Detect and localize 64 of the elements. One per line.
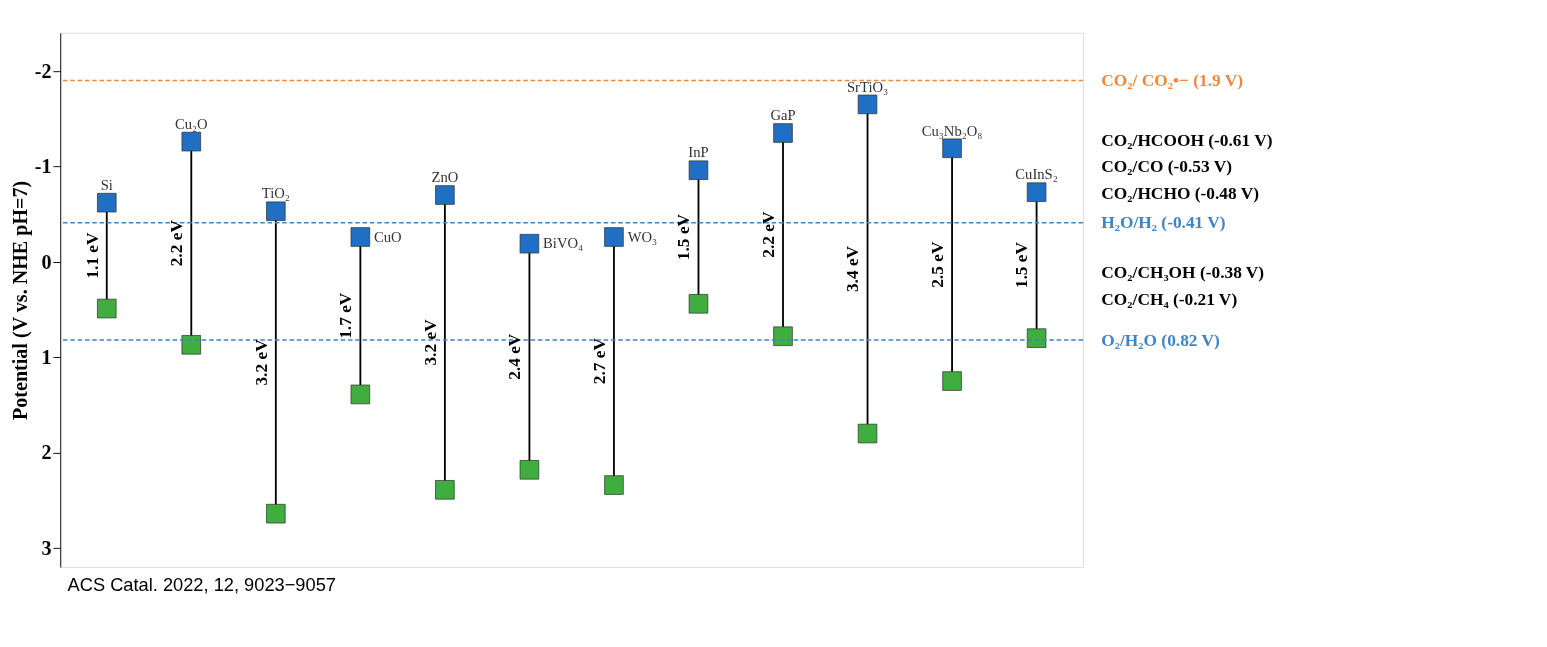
point [435, 185, 455, 205]
x-tick-label: InP [688, 144, 709, 161]
annotation: 2.7 eV [589, 337, 609, 385]
point [773, 123, 793, 143]
point [519, 233, 540, 254]
point [857, 94, 878, 115]
x-tick-label: SrTiO₃ [846, 78, 889, 95]
text: CO₂/CH₄ (-0.21 V) [1101, 290, 1238, 309]
point [604, 227, 624, 247]
point [942, 371, 962, 391]
x-tick-label: ZnO [431, 169, 459, 186]
point [1026, 328, 1047, 348]
annotation: 2.2 eV [167, 219, 187, 267]
y-tick-label: -2 [34, 59, 52, 82]
y-tick-label: 1 [41, 346, 52, 369]
point [604, 475, 624, 495]
point [942, 138, 962, 159]
annotation: 1.1 eV [82, 232, 102, 279]
x-tick-label: CuInS₂ [1015, 166, 1058, 183]
annotation: 1.5 eV [1012, 241, 1032, 289]
y-tick-label: 2 [41, 441, 52, 464]
point [857, 423, 878, 444]
point [773, 326, 793, 346]
x-tick-label: WO₃ [627, 228, 658, 245]
text: CO₂/HCOOH (-0.61 V) [1101, 131, 1273, 151]
annotation: 3.2 eV [420, 318, 440, 366]
ref-line-label: H₂O/H₂ (-0.41 V) [1101, 213, 1226, 233]
point [266, 201, 286, 221]
x-tick-label: Cu₃Nb₂O₈ [921, 122, 983, 139]
point [688, 160, 709, 180]
point [266, 503, 286, 524]
point [519, 460, 540, 480]
annotation: 2.2 eV [758, 211, 778, 258]
point [435, 480, 455, 500]
annotation: 1.7 eV [336, 292, 356, 339]
point [181, 335, 202, 355]
x-tick-label: BiVO₄ [543, 235, 584, 252]
y-axis-title: Potential (V vs. NHE pH=7) [8, 180, 32, 421]
x-tick-label: Si [100, 176, 113, 193]
text: ACS Catal. 2022, 12, 9023−9057 [67, 573, 336, 595]
point [350, 227, 371, 247]
x-tick-label: Cu₂O [174, 115, 208, 132]
x-tick-label: TiO₂ [261, 185, 290, 202]
y-tick-label: 3 [41, 536, 52, 559]
y-tick-label: -1 [34, 155, 52, 178]
point [97, 298, 117, 319]
point [181, 131, 202, 152]
annotation: 1.5 eV [674, 213, 694, 261]
annotation: 2.5 eV [927, 241, 947, 288]
text: CO₂/CO (-0.53 V) [1101, 156, 1233, 176]
annotation: 3.4 eV [843, 245, 863, 293]
point [1026, 182, 1047, 202]
point [350, 384, 371, 405]
ref-line-label: CO₂/ CO₂•− (1.9 V) [1101, 71, 1244, 91]
point [688, 294, 709, 314]
x-tick-label: GaP [770, 107, 796, 124]
annotation: 2.4 eV [505, 333, 525, 380]
text: CO₂/HCHO (-0.48 V) [1101, 184, 1260, 204]
x-tick-label: CuO [374, 228, 402, 245]
text: CO₂/CH₃OH (-0.38 V) [1101, 262, 1265, 282]
annotation: 3.2 eV [251, 338, 271, 386]
y-tick-label: 0 [41, 250, 52, 273]
ref-line-label: O₂/H₂O (0.82 V) [1101, 330, 1221, 350]
point [97, 192, 117, 213]
